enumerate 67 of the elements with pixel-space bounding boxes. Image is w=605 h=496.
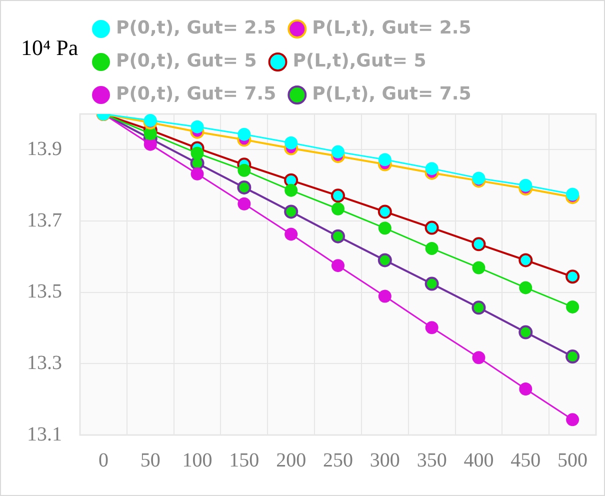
point (331, 229, 345, 244)
point (566, 270, 580, 284)
point (190, 167, 204, 180)
point (284, 136, 298, 150)
point (425, 321, 438, 334)
legend-label: P(0,t), Gut= 7.5 (116, 84, 276, 105)
point (566, 413, 580, 426)
x-tick-label: 500 (558, 449, 588, 472)
point (238, 197, 251, 210)
x-tick-label: 150 (229, 449, 260, 472)
point (566, 350, 580, 364)
point (378, 222, 392, 235)
point (566, 188, 580, 201)
point (284, 204, 298, 219)
x-tick-label: 300 (370, 449, 400, 472)
point (518, 325, 533, 340)
point (237, 180, 252, 194)
point (284, 228, 298, 241)
x-tick-label: 200 (276, 449, 306, 472)
point (472, 261, 486, 274)
point (472, 172, 486, 185)
legend-label: P(L,t), Gut= 2.5 (312, 18, 472, 39)
point (238, 164, 251, 177)
y-tick-label: 13.9 (27, 138, 62, 160)
point (144, 138, 157, 151)
x-tick-label: 100 (182, 449, 212, 472)
point (472, 300, 486, 315)
point (424, 220, 439, 235)
point (566, 300, 580, 314)
point (190, 146, 204, 160)
point (519, 178, 532, 192)
point (378, 290, 392, 303)
x-tick-label: 450 (510, 449, 541, 472)
legend-label: P(0,t), Gut= 5 (116, 50, 257, 72)
point (144, 127, 157, 140)
point (332, 259, 344, 272)
point (518, 253, 533, 268)
x-tick-label: 400 (464, 449, 494, 472)
legend-label: P(0,t), Gut= 2.5 (116, 18, 276, 39)
point (144, 114, 157, 127)
legend-label: P(L,t),Gut= 5 (292, 50, 426, 72)
point (332, 145, 344, 158)
point (190, 120, 204, 134)
x-tick-label: 350 (416, 449, 447, 472)
point (472, 237, 486, 252)
point (331, 188, 345, 203)
point (332, 202, 344, 216)
y-tick-label: 13.3 (27, 352, 62, 374)
y-tick-label: 13.1 (27, 423, 62, 446)
x-tick-label: 0 (98, 449, 108, 472)
point (378, 153, 392, 166)
point (425, 162, 438, 176)
point (472, 351, 486, 364)
x-tick-label: 250 (323, 449, 353, 472)
point (238, 128, 251, 141)
point (425, 242, 438, 255)
y-tick-label: 13.5 (27, 280, 62, 303)
point (378, 204, 392, 219)
point (424, 276, 439, 291)
text: 10⁴ Pa (21, 34, 78, 60)
y-tick-label: 13.7 (27, 209, 62, 232)
x-tick-label: 50 (140, 449, 160, 472)
point (378, 253, 392, 268)
point (284, 184, 298, 197)
legend-label: P(L,t), Gut= 7.5 (312, 84, 472, 105)
point (519, 382, 532, 396)
point (519, 281, 532, 294)
